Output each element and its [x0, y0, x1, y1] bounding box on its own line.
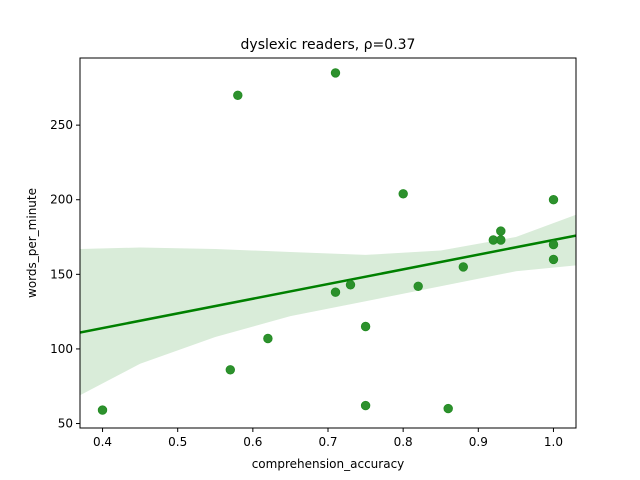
- x-tick-label: 1.0: [544, 435, 563, 449]
- x-axis-label: comprehension_accuracy: [252, 457, 405, 471]
- data-point: [548, 254, 559, 265]
- data-point: [413, 281, 423, 292]
- x-tick-label: 0.5: [168, 435, 187, 449]
- data-point: [225, 365, 236, 375]
- x-tick-label: 0.4: [93, 435, 112, 449]
- x-tick-label: 0.9: [469, 435, 488, 449]
- x-tick-label: 0.6: [243, 435, 262, 449]
- x-axis-ticks: 0.4 0.5 0.6 0.7 0.8 0.9 1.0: [93, 428, 563, 449]
- data-point: [233, 90, 243, 101]
- data-point: [330, 287, 341, 297]
- regression-line: [80, 234, 576, 334]
- data-point: [263, 333, 273, 344]
- data-point: [496, 235, 506, 245]
- regression-line-layer: [80, 234, 576, 334]
- data-point: [496, 226, 506, 236]
- data-point: [548, 194, 559, 205]
- data-point: [398, 189, 408, 199]
- y-tick-label: 150: [50, 267, 73, 281]
- plot-area: [80, 68, 576, 415]
- y-tick-label: 100: [50, 342, 73, 356]
- data-point: [345, 280, 356, 290]
- data-point: [548, 239, 559, 250]
- data-point: [443, 403, 453, 414]
- y-tick-label: 200: [50, 193, 73, 207]
- y-axis-label: words_per_minute: [25, 188, 39, 298]
- x-tick-label: 0.8: [394, 435, 413, 449]
- y-tick-label: 250: [50, 118, 73, 132]
- y-axis-ticks: 50 100 150 200 250: [50, 118, 80, 431]
- data-point: [360, 321, 371, 332]
- y-tick-label: 50: [58, 417, 73, 431]
- data-point: [458, 262, 469, 272]
- data-point: [360, 400, 371, 411]
- data-point: [330, 68, 341, 78]
- data-points-layer: [97, 68, 559, 415]
- chart-title: dyslexic readers, ρ=0.37: [241, 37, 416, 53]
- data-point: [97, 405, 108, 415]
- x-tick-label: 0.7: [318, 435, 337, 449]
